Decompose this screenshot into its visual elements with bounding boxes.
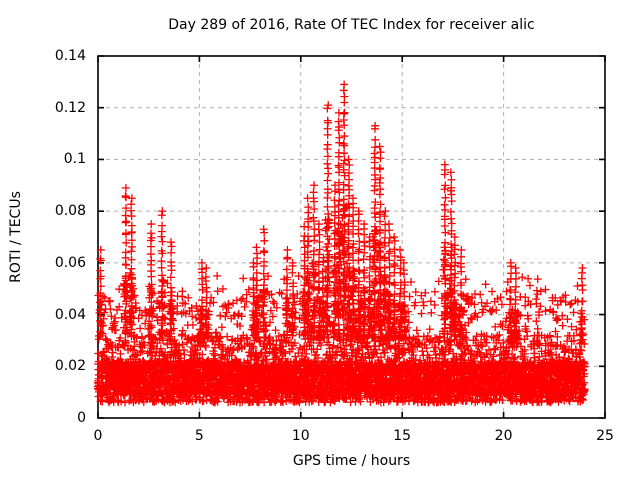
x-tick-label: 5 (194, 428, 204, 444)
x-tick-label: 25 (596, 428, 614, 444)
x-tick-label: 20 (494, 428, 513, 444)
x-tick-label: 10 (291, 428, 310, 444)
y-tick-label: 0.1 (63, 151, 86, 168)
y-axis-label: ROTI / TECUs (8, 191, 24, 283)
y-tick-label: 0 (77, 410, 86, 426)
y-tick-label: 0.14 (54, 48, 86, 64)
chart-title: Day 289 of 2016, Rate Of TEC Index for r… (168, 17, 535, 33)
x-tick-label: 15 (393, 428, 412, 444)
y-tick-label: 0.02 (54, 358, 86, 375)
x-tick-label: 0 (93, 428, 103, 444)
y-tick-label: 0.04 (54, 306, 86, 323)
y-tick-label: 0.08 (54, 203, 86, 220)
y-tick-label: 0.12 (54, 99, 86, 116)
x-axis-label: GPS time / hours (292, 453, 411, 469)
y-tick-label: 0.06 (54, 254, 86, 271)
